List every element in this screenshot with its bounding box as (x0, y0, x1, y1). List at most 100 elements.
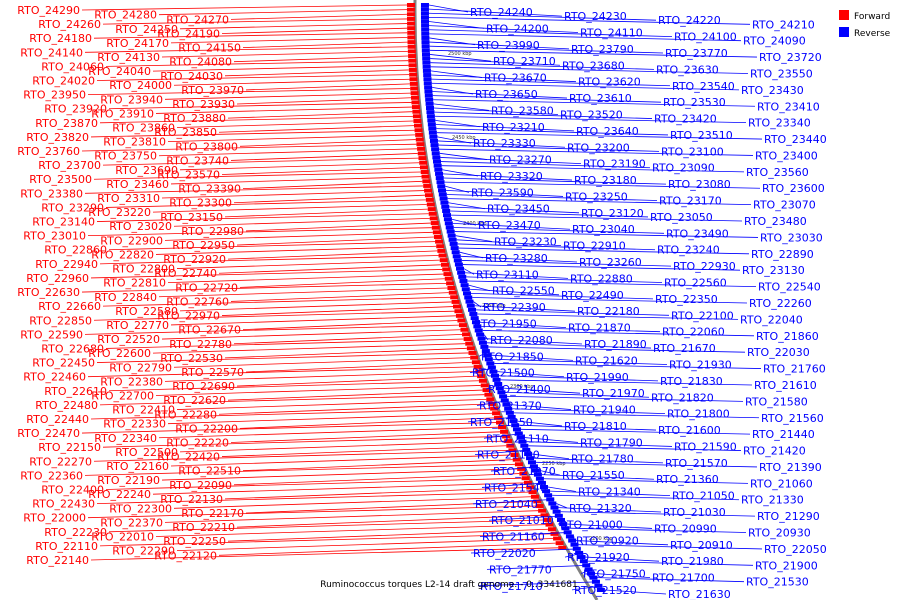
forward-gene-label[interactable]: RTO_22950 (172, 239, 235, 252)
forward-gene-label[interactable]: RTO_22460 (23, 371, 86, 384)
forward-gene-label[interactable]: RTO_22660 (38, 300, 101, 313)
forward-gene-label[interactable]: RTO_23700 (38, 159, 101, 172)
reverse-gene-label[interactable]: RTO_23560 (746, 166, 809, 179)
forward-gene-label[interactable]: RTO_23820 (26, 131, 89, 144)
forward-gene-label[interactable]: RTO_22160 (106, 460, 169, 473)
reverse-gene-label[interactable]: RTO_24240 (470, 6, 533, 19)
reverse-gene-label[interactable]: RTO_21570 (665, 457, 728, 470)
forward-gene-label[interactable]: RTO_22330 (103, 418, 166, 431)
reverse-gene-label[interactable]: RTO_21930 (669, 358, 732, 371)
reverse-gene-label[interactable]: RTO_22880 (570, 272, 633, 285)
forward-gene-label[interactable]: RTO_22600 (88, 347, 151, 360)
forward-gene-label[interactable]: RTO_23390 (178, 183, 241, 196)
reverse-gene-label[interactable]: RTO_22540 (758, 281, 821, 294)
reverse-gene-label[interactable]: RTO_21330 (741, 494, 804, 507)
forward-gene-label[interactable]: RTO_22920 (163, 253, 226, 266)
forward-gene-label[interactable]: RTO_23760 (17, 145, 80, 158)
forward-gene-label[interactable]: RTO_24150 (178, 42, 241, 55)
reverse-gene-label[interactable]: RTO_21500 (472, 367, 535, 380)
reverse-gene-label[interactable]: RTO_23400 (755, 149, 818, 162)
forward-gene-label[interactable]: RTO_22200 (175, 422, 238, 435)
forward-gene-label[interactable]: RTO_23380 (20, 187, 83, 200)
reverse-gene-label[interactable]: RTO_21940 (573, 404, 636, 417)
forward-gene-label[interactable]: RTO_22740 (154, 267, 217, 280)
forward-gene-label[interactable]: RTO_23970 (181, 84, 244, 97)
forward-gene-label[interactable]: RTO_22570 (181, 366, 244, 379)
forward-gene-label[interactable]: RTO_23690 (115, 164, 178, 177)
forward-gene-label[interactable]: RTO_23140 (32, 216, 95, 229)
reverse-gene-label[interactable]: RTO_23120 (581, 207, 644, 220)
forward-gene-label[interactable]: RTO_22130 (160, 493, 223, 506)
reverse-gene-label[interactable]: RTO_23510 (670, 129, 733, 142)
reverse-gene-label[interactable]: RTO_22080 (490, 334, 553, 347)
forward-gene-label[interactable]: RTO_24140 (20, 46, 83, 59)
forward-gene-label[interactable]: RTO_24260 (38, 18, 101, 31)
reverse-gene-label[interactable]: RTO_21350 (470, 416, 533, 429)
forward-gene-label[interactable]: RTO_22360 (20, 469, 83, 482)
forward-gene-label[interactable]: RTO_24020 (32, 75, 95, 88)
reverse-gene-label[interactable]: RTO_21290 (757, 510, 820, 523)
reverse-gene-label[interactable]: RTO_23420 (654, 113, 717, 126)
forward-gene-label[interactable]: RTO_24170 (106, 37, 169, 50)
forward-gene-label[interactable]: RTO_22470 (17, 427, 80, 440)
forward-gene-label[interactable]: RTO_23010 (23, 230, 86, 243)
reverse-gene-label[interactable]: RTO_22350 (655, 293, 718, 306)
reverse-gene-label[interactable]: RTO_21580 (745, 395, 808, 408)
forward-gene-label[interactable]: RTO_24280 (94, 9, 157, 22)
forward-gene-label[interactable]: RTO_22630 (17, 286, 80, 299)
forward-gene-label[interactable]: RTO_22900 (100, 234, 163, 247)
forward-gene-label[interactable]: RTO_22960 (26, 272, 89, 285)
forward-gene-label[interactable]: RTO_23150 (160, 211, 223, 224)
forward-gene-label[interactable]: RTO_22680 (41, 342, 104, 355)
reverse-gene-label[interactable]: RTO_21390 (759, 461, 822, 474)
forward-gene-label[interactable]: RTO_22790 (109, 361, 172, 374)
reverse-gene-label[interactable]: RTO_20910 (670, 539, 733, 552)
forward-gene-label[interactable]: RTO_23290 (41, 201, 104, 214)
forward-gene-label[interactable]: RTO_22420 (157, 451, 220, 464)
reverse-gene-label[interactable]: RTO_23670 (484, 72, 547, 85)
forward-gene-label[interactable]: RTO_22270 (29, 455, 92, 468)
reverse-gene-label[interactable]: RTO_21320 (569, 502, 632, 515)
reverse-gene-label[interactable]: RTO_23620 (578, 76, 641, 89)
forward-gene-label[interactable]: RTO_22340 (94, 432, 157, 445)
forward-gene-label[interactable]: RTO_23880 (163, 112, 226, 125)
forward-gene-label[interactable]: RTO_22770 (106, 319, 169, 332)
reverse-gene-label[interactable]: RTO_21810 (564, 420, 627, 433)
forward-gene-label[interactable]: RTO_23500 (29, 173, 92, 186)
reverse-gene-label[interactable]: RTO_22260 (749, 297, 812, 310)
forward-gene-label[interactable]: RTO_23870 (35, 117, 98, 130)
forward-gene-label[interactable]: RTO_22090 (169, 479, 232, 492)
forward-gene-label[interactable]: RTO_22610 (44, 385, 107, 398)
reverse-gene-label[interactable]: RTO_23270 (489, 154, 552, 167)
reverse-gene-label[interactable]: RTO_21970 (582, 387, 645, 400)
reverse-gene-label[interactable]: RTO_21770 (489, 563, 552, 576)
reverse-gene-label[interactable]: RTO_23130 (742, 264, 805, 277)
forward-gene-label[interactable]: RTO_24250 (115, 23, 178, 36)
forward-gene-label[interactable]: RTO_22290 (112, 545, 175, 558)
reverse-gene-label[interactable]: RTO_21110 (486, 432, 549, 445)
reverse-gene-label[interactable]: RTO_21760 (763, 363, 826, 376)
reverse-gene-label[interactable]: RTO_21980 (661, 555, 724, 568)
reverse-gene-label[interactable]: RTO_21100 (477, 449, 540, 462)
forward-gene-label[interactable]: RTO_22240 (88, 488, 151, 501)
forward-gene-label[interactable]: RTO_22210 (172, 521, 235, 534)
reverse-gene-label[interactable]: RTO_21670 (653, 342, 716, 355)
reverse-gene-label[interactable]: RTO_23630 (656, 63, 719, 76)
forward-gene-label[interactable]: RTO_22380 (100, 375, 163, 388)
forward-gene-label[interactable]: RTO_23930 (172, 98, 235, 111)
reverse-gene-label[interactable]: RTO_23030 (760, 231, 823, 244)
reverse-gene-label[interactable]: RTO_24200 (486, 22, 549, 35)
reverse-gene-label[interactable]: RTO_23430 (741, 84, 804, 97)
reverse-gene-label[interactable]: RTO_21400 (488, 383, 551, 396)
reverse-gene-label[interactable]: RTO_20990 (654, 522, 717, 535)
reverse-gene-label[interactable]: RTO_21550 (562, 469, 625, 482)
reverse-gene-label[interactable]: RTO_21950 (474, 317, 537, 330)
forward-gene-label[interactable]: RTO_22810 (103, 277, 166, 290)
forward-gene-label[interactable]: RTO_23460 (106, 178, 169, 191)
reverse-gene-label[interactable]: RTO_22100 (671, 309, 734, 322)
reverse-gene-label[interactable]: RTO_23710 (493, 55, 556, 68)
reverse-gene-label[interactable]: RTO_23040 (572, 223, 635, 236)
reverse-gene-label[interactable]: RTO_21990 (566, 371, 629, 384)
forward-gene-label[interactable]: RTO_22110 (35, 540, 98, 553)
reverse-gene-label[interactable]: RTO_21700 (652, 572, 715, 585)
